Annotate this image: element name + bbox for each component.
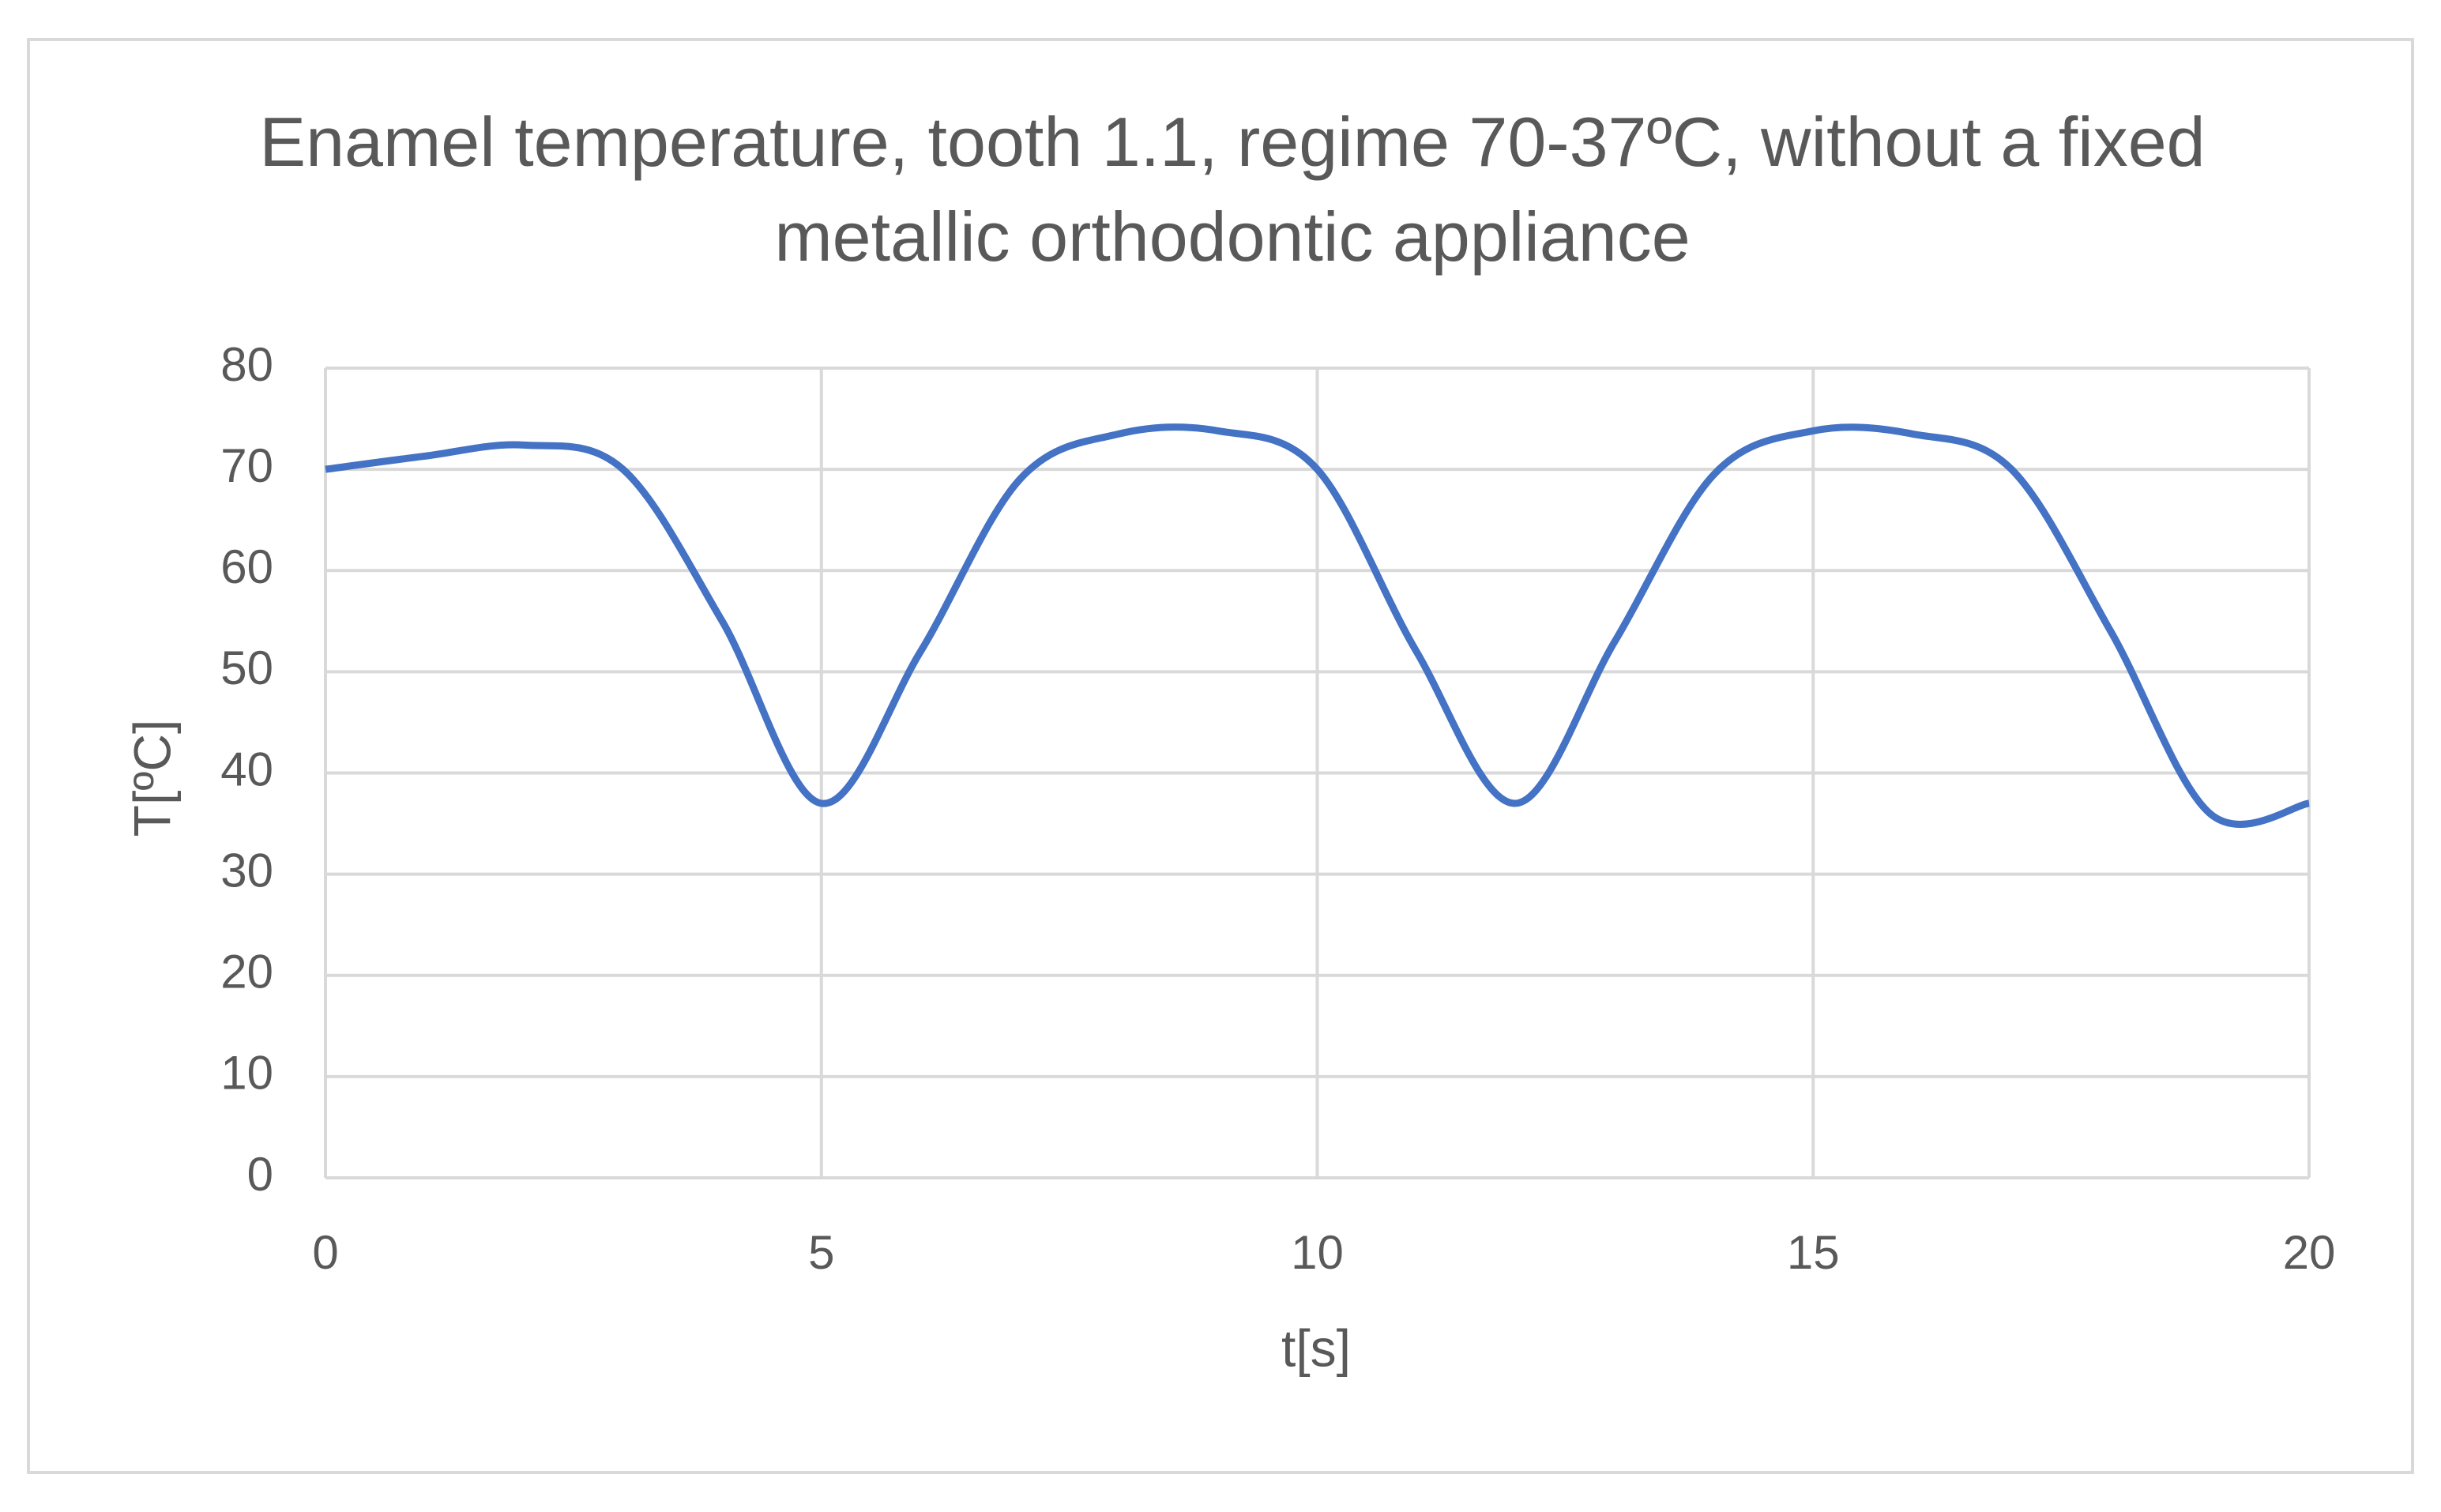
x-tick-label: 10: [1291, 1226, 1344, 1279]
chart-title: Enamel temperature, tooth 1.1, regime 70…: [259, 103, 2206, 276]
x-tick-label: 20: [2283, 1226, 2336, 1279]
x-tick-label: 15: [1787, 1226, 1840, 1279]
y-tick-label: 30: [220, 844, 273, 897]
y-tick-label: 40: [220, 743, 273, 795]
y-tick-label: 0: [247, 1148, 273, 1201]
y-tick-label: 80: [220, 338, 273, 391]
y-tick-label: 70: [220, 439, 273, 492]
y-tick-label: 60: [220, 540, 273, 593]
y-tick-label: 10: [220, 1047, 273, 1100]
x-tick-label: 5: [808, 1226, 834, 1279]
y-tick-label: 20: [220, 946, 273, 999]
data-line: [325, 423, 2310, 828]
y-axis-label: T[ºC]: [122, 720, 181, 837]
x-axis-label: t[s]: [1281, 1318, 1351, 1377]
chart-border: [27, 38, 2414, 1474]
x-tick-label: 0: [312, 1226, 338, 1279]
y-tick-label: 50: [220, 641, 273, 694]
